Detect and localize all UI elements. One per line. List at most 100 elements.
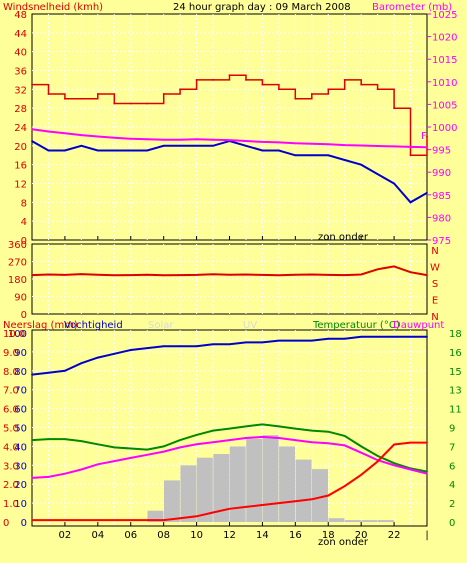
wind-direction-series-point bbox=[146, 273, 149, 276]
humidity-series-point bbox=[64, 369, 66, 372]
temperature-series-point bbox=[80, 440, 83, 442]
barometer-series-point bbox=[376, 145, 379, 147]
wind-gust-series-point bbox=[129, 102, 132, 105]
wind-average-series-point bbox=[310, 154, 313, 157]
wind-gust-series-point bbox=[409, 154, 412, 157]
humidity-series-point bbox=[47, 371, 50, 374]
temperature-series-point bbox=[327, 430, 330, 433]
barometer-series-point bbox=[327, 143, 330, 146]
y-tick-label-humidity: 30 bbox=[14, 461, 27, 472]
humidity-series-point bbox=[426, 335, 428, 338]
barometer-series-point bbox=[393, 145, 395, 148]
y-tick-label-rain: 0 bbox=[3, 518, 9, 529]
x-tick-label: 14 bbox=[256, 530, 269, 541]
y-tick-label-humidity: 40 bbox=[14, 442, 27, 453]
temperature-series-point bbox=[31, 439, 33, 441]
humidity-series-point bbox=[129, 349, 132, 351]
wind-gust-series-point bbox=[64, 97, 66, 100]
wind-direction-series-point bbox=[360, 273, 363, 276]
barometer-series-point bbox=[146, 138, 149, 141]
y-tick-label-direction: 0 bbox=[21, 310, 27, 321]
y-tick-label-rain: 5.0 bbox=[3, 424, 19, 435]
dewpoint-series-point bbox=[245, 437, 247, 439]
rain-series-point bbox=[261, 504, 264, 506]
solar-bar bbox=[361, 520, 378, 522]
rain-series-point bbox=[80, 519, 83, 521]
wind-gust-series-point bbox=[80, 97, 83, 100]
y-tick-label-baro: 1000 bbox=[432, 123, 457, 134]
humidity-series-point bbox=[162, 345, 165, 348]
wind-average-series-point bbox=[245, 144, 247, 147]
x-tick-label: 22 bbox=[388, 530, 401, 541]
y-tick-label-rain: 8.0 bbox=[3, 367, 19, 378]
wind-average-series-point bbox=[80, 144, 83, 147]
y-tick-label-temperature: 6 bbox=[449, 461, 455, 472]
solar-bar bbox=[246, 438, 263, 522]
y-tick-label-rain: 7.0 bbox=[3, 386, 19, 397]
y-tick-label-wind: 20 bbox=[14, 142, 27, 153]
wind-average-series-point bbox=[162, 144, 165, 147]
y-tick-label-direction: 180 bbox=[8, 275, 27, 286]
wind-direction-series-point bbox=[228, 273, 231, 276]
solar-bar bbox=[312, 469, 328, 522]
temperature-series-point bbox=[212, 429, 214, 432]
humidity-series-point bbox=[228, 343, 231, 346]
y-tick-label-humidity: 100 bbox=[8, 329, 27, 340]
dewpoint-series-point bbox=[212, 441, 214, 444]
rain-series-point bbox=[47, 519, 50, 521]
barometer-series-point bbox=[47, 130, 50, 133]
y-tick-label-temperature: 0 bbox=[449, 518, 455, 529]
wind-direction-series-point bbox=[426, 274, 428, 276]
barometer-series-point bbox=[426, 146, 428, 149]
y-tick-label-baro: 990 bbox=[432, 168, 451, 179]
solar-bar bbox=[262, 435, 279, 522]
x-tick-label: 16 bbox=[289, 530, 302, 541]
y-tick-label-baro: 1015 bbox=[432, 55, 457, 66]
wind-direction-series-point bbox=[212, 273, 214, 276]
dewpoint-series-point bbox=[96, 463, 99, 466]
wind-average-series-point bbox=[64, 149, 66, 152]
compass-label: W bbox=[430, 263, 440, 274]
wind-average-series-point bbox=[294, 154, 297, 157]
wind-average-series-point bbox=[212, 144, 214, 147]
wind-gust-series-point bbox=[195, 79, 198, 81]
barometer-series-point bbox=[64, 132, 66, 135]
y-tick-label-rain: 2.0 bbox=[3, 480, 19, 491]
y-tick-label-wind: 12 bbox=[14, 180, 27, 191]
humidity-series-point bbox=[409, 335, 412, 338]
barometer-series-point bbox=[212, 138, 214, 141]
sunset-annotation: zon onder bbox=[318, 232, 369, 243]
wind-direction-series-point bbox=[327, 274, 330, 276]
solar-bar bbox=[147, 510, 164, 522]
y-tick-label-baro: 1005 bbox=[432, 100, 457, 111]
y-tick-label-direction: 90 bbox=[14, 293, 27, 304]
humidity-series-point bbox=[113, 352, 116, 355]
dewpoint-series-point bbox=[327, 442, 330, 445]
y-tick-label-humidity: 10 bbox=[14, 499, 27, 510]
wind-direction-series-point bbox=[64, 274, 66, 276]
dewpoint-series-point bbox=[409, 468, 412, 471]
temperature-series-point bbox=[146, 448, 149, 451]
barometer-series-point bbox=[179, 138, 182, 141]
rain-series-point bbox=[393, 443, 395, 446]
humidity-series-point bbox=[343, 337, 346, 340]
wind-gust-series-point bbox=[47, 93, 50, 95]
y-tick-label-humidity: 90 bbox=[14, 348, 27, 359]
x-tick-label: 02 bbox=[59, 530, 72, 541]
y-tick-label-rain: 6.0 bbox=[3, 405, 19, 416]
solar-bar bbox=[196, 457, 213, 522]
x-tick-label: 18 bbox=[322, 530, 335, 541]
y-tick-label-humidity: 60 bbox=[14, 405, 27, 416]
temperature-series-point bbox=[294, 427, 297, 430]
rain-series-point bbox=[212, 511, 214, 514]
x-tick-label: 20 bbox=[355, 530, 368, 541]
dewpoint-series-point bbox=[162, 450, 165, 453]
barometer-series-point bbox=[113, 136, 116, 139]
temperature-series-point bbox=[47, 438, 50, 440]
y-tick-label-direction: 270 bbox=[8, 258, 27, 269]
solar-bar bbox=[344, 520, 361, 522]
y-tick-label-rain: 3.0 bbox=[3, 461, 19, 472]
wind-direction-series-point bbox=[179, 274, 182, 276]
wind-gust-series-point bbox=[113, 102, 116, 105]
